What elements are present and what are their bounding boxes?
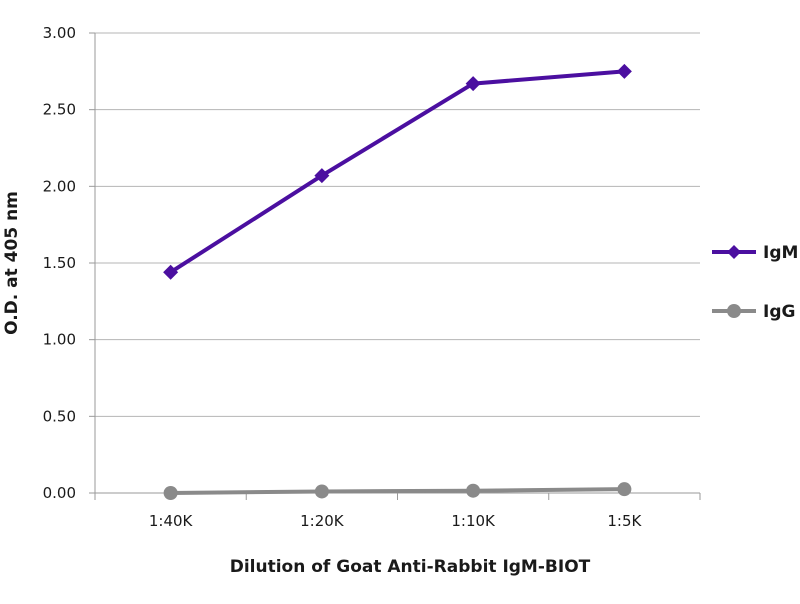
data-point-igg [617,482,632,497]
data-point-igg [314,484,329,499]
x-axis-title: Dilution of Goat Anti-Rabbit IgM-BIOT [230,557,591,577]
x-tick-label: 1:20K [300,512,345,530]
x-tick-label: 1:40K [149,512,194,530]
gridlines [95,32,700,417]
y-tick-label: 2.50 [43,101,76,119]
x-tick-label: 1:5K [607,512,642,530]
y-tick-label: 0.00 [43,484,76,502]
data-point-igm [163,264,179,280]
y-tick-label: 1.00 [43,331,76,349]
series-line-igm [168,69,627,275]
legend: IgM IgG [712,243,798,322]
x-tick-label: 1:10K [451,512,496,530]
y-axis-title: O.D. at 405 nm [2,191,22,335]
y-tick-label: 3.00 [43,24,76,42]
legend-marker [727,304,741,318]
legend-label: IgG [763,302,795,322]
tick-labels: 0.00 0.50 1.00 1.50 2.00 2.50 3.00 1:40K 1:20K 1:… [43,24,643,530]
legend-item-igm: IgM [712,243,798,263]
data-point-igg [466,483,481,498]
data-point-igm [616,63,632,79]
legend-item-igg: IgG [712,302,795,322]
legend-label: IgM [763,243,798,263]
data-point-igm [465,76,481,92]
data-point-igg [163,486,178,500]
legend-marker [727,245,741,259]
y-tick-label: 0.50 [43,407,76,425]
series-line-igg [168,487,627,495]
series [163,63,632,500]
data-point-igm [314,168,330,184]
y-tick-label: 1.50 [43,254,76,272]
y-tick-label: 2.00 [43,177,76,195]
